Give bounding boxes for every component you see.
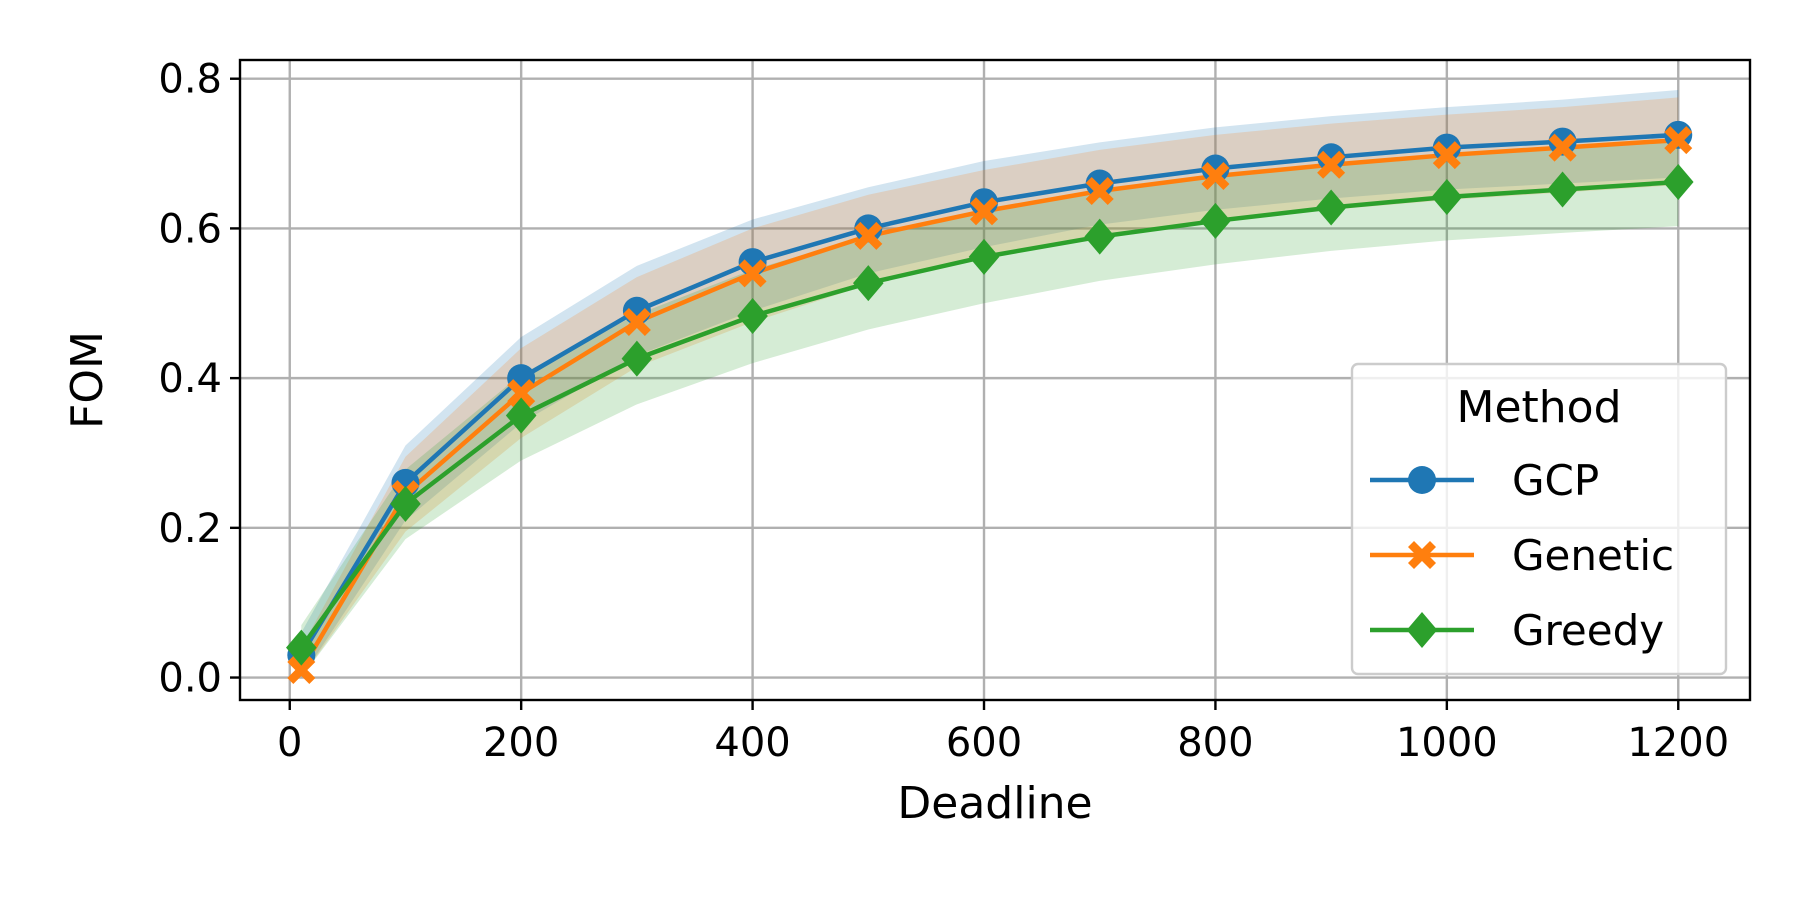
x-axis-label: Deadline	[897, 778, 1092, 829]
y-tick-label: 0.8	[158, 57, 222, 103]
x-tick-label: 1000	[1396, 720, 1498, 766]
data-point-genetic	[1085, 176, 1114, 205]
y-tick-label: 0.4	[158, 356, 222, 402]
data-point-greedy	[505, 397, 537, 434]
legend-title: Method	[1456, 382, 1621, 433]
data-point-genetic	[970, 197, 999, 226]
data-point-genetic	[1432, 141, 1461, 170]
data-point-greedy	[852, 265, 884, 302]
data-point-gcp	[1085, 169, 1114, 198]
data-point-genetic	[854, 221, 883, 250]
plot-frame	[238, 58, 1752, 702]
x-tick-label: 0	[277, 720, 302, 766]
data-point-genetic	[507, 379, 536, 408]
legend-label: Greedy	[1512, 606, 1664, 655]
data-point-greedy	[1084, 218, 1116, 255]
legend: Method GCP Genetic Greedy	[1350, 362, 1728, 676]
y-tick-label: 0.2	[158, 506, 222, 552]
legend-marker	[1408, 541, 1436, 569]
data-point-greedy	[621, 340, 653, 377]
data-point-greedy	[1200, 202, 1231, 239]
legend-box	[1350, 362, 1728, 676]
x-tick-label: 200	[483, 720, 559, 766]
x-tick-label: 800	[1177, 720, 1253, 766]
y-axis-label: FOM	[62, 331, 113, 429]
x-tick-label: 600	[946, 720, 1022, 766]
data-point-genetic	[622, 307, 651, 336]
legend-label: GCP	[1512, 456, 1599, 505]
legend-marker	[1408, 466, 1436, 494]
data-point-gcp	[1317, 143, 1346, 172]
data-point-greedy	[1431, 178, 1463, 215]
y-tick-label: 0.6	[158, 206, 222, 252]
data-point-greedy	[1662, 164, 1694, 201]
x-tick-label: 1200	[1627, 720, 1729, 766]
data-point-genetic	[738, 259, 767, 288]
legend-entry-genetic: Genetic	[1370, 531, 1674, 580]
data-point-genetic	[1317, 150, 1346, 179]
legend-marker	[1406, 612, 1438, 648]
data-point-greedy	[390, 485, 421, 522]
legend-entry-greedy: Greedy	[1370, 606, 1664, 655]
x-tick-label: 400	[714, 720, 790, 766]
data-point-genetic	[1548, 133, 1577, 162]
data-point-greedy	[968, 238, 1000, 275]
legend-label: Genetic	[1512, 531, 1674, 580]
data-point-greedy	[1315, 189, 1347, 226]
data-point-gcp	[1432, 133, 1461, 162]
data-point-genetic	[287, 656, 316, 685]
legend-entries: GCP Genetic Greedy	[1370, 456, 1674, 655]
data-point-genetic	[1201, 162, 1230, 191]
data-point-gcp	[1201, 154, 1230, 183]
axis-ticks: 0 200 400 600 800 1000 1200 0.0 0.2 0.4 0.6 0.8	[158, 57, 1729, 766]
legend-entry-gcp: GCP	[1370, 456, 1599, 505]
data-point-greedy	[1547, 171, 1578, 208]
data-point-gcp	[854, 214, 883, 243]
data-point-greedy	[286, 629, 317, 666]
series-markers	[286, 120, 1694, 685]
y-tick-label: 0.0	[158, 656, 222, 702]
data-point-greedy	[737, 298, 768, 334]
data-point-genetic	[1664, 126, 1693, 155]
